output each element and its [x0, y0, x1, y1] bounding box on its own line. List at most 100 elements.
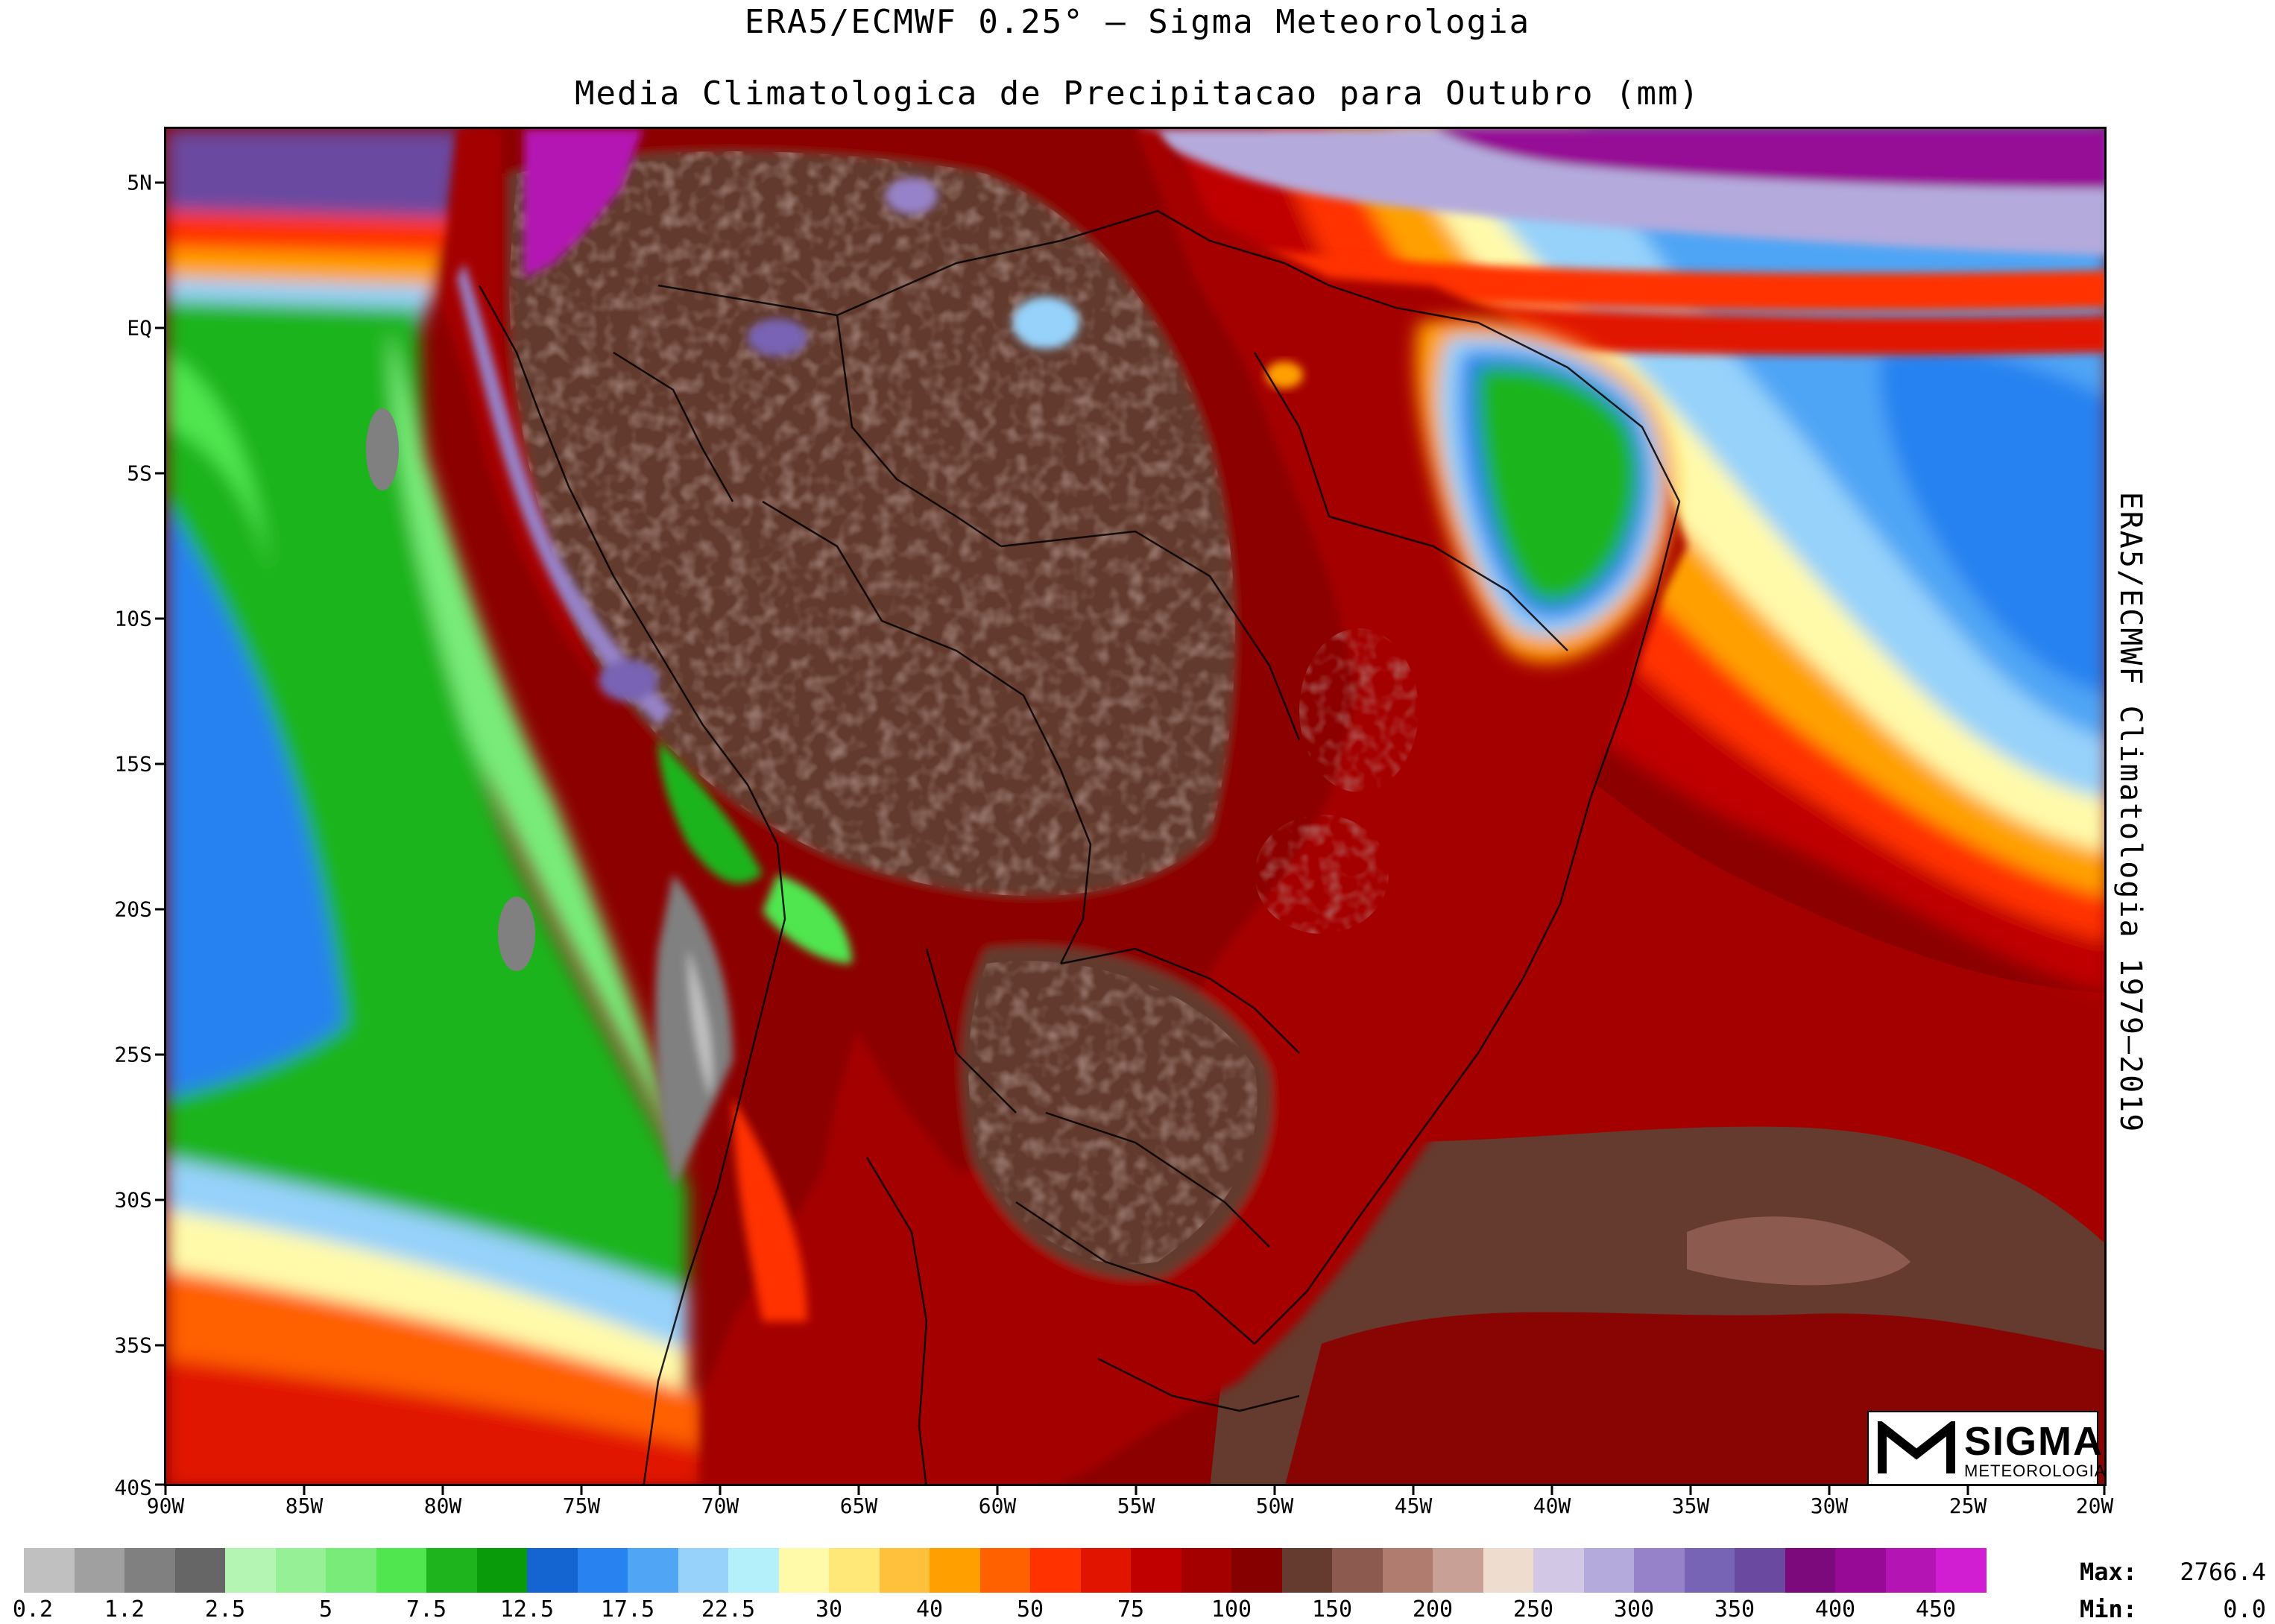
colorbar-swatch: [829, 1548, 880, 1593]
colorbar-label: 5: [318, 1596, 333, 1623]
colorbar-label: 400: [1814, 1596, 1856, 1623]
colorbar-swatch: [1332, 1548, 1383, 1593]
lon-tick: [1412, 1485, 1415, 1495]
colorbar-swatch: [1583, 1548, 1634, 1593]
colorbar-swatch: [1634, 1548, 1685, 1593]
lat-tick: [155, 908, 165, 911]
lat-tick: [155, 1198, 165, 1201]
colorbar-swatch: [1785, 1548, 1835, 1593]
colorbar-label: 0.2: [12, 1596, 54, 1623]
map-canvas: [166, 129, 2104, 1484]
precipitation-map: [164, 127, 2107, 1486]
lat-tick: [155, 326, 165, 329]
colorbar-swatch: [778, 1548, 829, 1593]
lon-tick: [1689, 1485, 1692, 1495]
colorbar-swatch: [1936, 1548, 1987, 1593]
sigma-logo: SIGMA METEOROLOGIA: [1867, 1411, 2105, 1485]
map-subtitle: Media Climatologica de Precipitacao para…: [575, 75, 1700, 113]
lon-tick: [1135, 1485, 1138, 1495]
lat-label-5s: 5S: [127, 461, 152, 486]
colorbar: [24, 1548, 1987, 1593]
logo-wordmark: SIGMA: [1964, 1419, 2104, 1464]
lon-label-75w: 75W: [562, 1494, 601, 1518]
colorbar-swatch: [326, 1548, 376, 1593]
lat-label-25s: 25S: [114, 1042, 152, 1067]
colorbar-label: 75: [1117, 1596, 1145, 1623]
colorbar-swatch: [678, 1548, 728, 1593]
colorbar-swatch: [1533, 1548, 1584, 1593]
max-label: Max:: [2080, 1558, 2138, 1586]
colorbar-label: 30: [815, 1596, 843, 1623]
colorbar-swatch: [376, 1548, 426, 1593]
lon-tick: [1828, 1485, 1831, 1495]
lat-tick: [155, 181, 165, 184]
map-title: ERA5/ECMWF 0.25° – Sigma Meteorologia: [744, 3, 1531, 41]
colorbar-swatch: [1181, 1548, 1231, 1593]
lon-tick: [580, 1485, 583, 1495]
lon-label-25w: 25W: [1949, 1494, 1987, 1518]
colorbar-label: 12.5: [499, 1596, 555, 1623]
colorbar-swatch: [1281, 1548, 1332, 1593]
colorbar-label: 22.5: [701, 1596, 756, 1623]
colorbar-label: 150: [1311, 1596, 1353, 1623]
lon-label-90w: 90W: [146, 1494, 185, 1518]
lat-label-15s: 15S: [114, 751, 152, 777]
colorbar-swatch: [225, 1548, 276, 1593]
colorbar-swatch: [476, 1548, 527, 1593]
colorbar-swatch: [1684, 1548, 1735, 1593]
max-value: 2766.4: [2180, 1558, 2266, 1586]
colorbar-swatch: [879, 1548, 930, 1593]
lon-tick: [441, 1485, 444, 1495]
lat-tick: [155, 1483, 165, 1486]
lon-label-40w: 40W: [1533, 1494, 1571, 1518]
colorbar-label: 200: [1412, 1596, 1454, 1623]
lat-label-eq: EQ: [127, 315, 152, 341]
colorbar-label: 1.2: [104, 1596, 145, 1623]
lon-label-35w: 35W: [1671, 1494, 1710, 1518]
lat-label-40s: 40S: [114, 1475, 152, 1500]
colorbar-label: 40: [915, 1596, 944, 1623]
lat-tick: [155, 1344, 165, 1347]
lon-label-20w: 20W: [2075, 1494, 2114, 1518]
colorbar-swatch: [1885, 1548, 1936, 1593]
lon-tick: [1550, 1485, 1553, 1495]
colorbar-swatch: [1382, 1548, 1433, 1593]
lon-tick: [996, 1485, 999, 1495]
colorbar-swatch: [1080, 1548, 1131, 1593]
colorbar-label: 300: [1613, 1596, 1655, 1623]
colorbar-label: 450: [1915, 1596, 1957, 1623]
lat-label-20s: 20S: [114, 897, 152, 922]
lon-label-85w: 85W: [285, 1494, 324, 1518]
colorbar-swatch: [1231, 1548, 1282, 1593]
colorbar-swatch: [1030, 1548, 1081, 1593]
colorbar-label: 7.5: [406, 1596, 447, 1623]
lat-tick: [155, 472, 165, 475]
lat-label-30s: 30S: [114, 1187, 152, 1213]
colorbar-swatch: [124, 1548, 175, 1593]
colorbar-swatch: [1131, 1548, 1181, 1593]
lon-tick: [164, 1485, 167, 1495]
min-label: Min:: [2080, 1595, 2138, 1623]
colorbar-label: 250: [1512, 1596, 1554, 1623]
colorbar-label: 50: [1016, 1596, 1044, 1623]
colorbar-swatch: [74, 1548, 124, 1593]
lat-label-10s: 10S: [114, 606, 152, 631]
colorbar-swatch: [1735, 1548, 1785, 1593]
lon-tick: [1966, 1485, 1969, 1495]
lon-label-30w: 30W: [1810, 1494, 1849, 1518]
colorbar-swatch: [628, 1548, 678, 1593]
lon-tick: [1273, 1485, 1276, 1495]
lat-label-5n: 5N: [127, 170, 152, 195]
lon-label-65w: 65W: [839, 1494, 878, 1518]
climatology-period-label: ERA5/ECMWF Climatologia 1979–2019: [2113, 491, 2148, 1134]
lon-label-70w: 70W: [701, 1494, 739, 1518]
colorbar-swatch: [1433, 1548, 1483, 1593]
sigma-logo-icon: [1878, 1421, 1955, 1473]
colorbar-swatch: [1835, 1548, 1886, 1593]
lat-tick: [155, 617, 165, 620]
colorbar-swatch: [24, 1548, 75, 1593]
lat-label-35s: 35S: [114, 1333, 152, 1358]
lon-label-55w: 55W: [1117, 1494, 1155, 1518]
colorbar-swatch: [275, 1548, 326, 1593]
colorbar-swatch: [930, 1548, 980, 1593]
